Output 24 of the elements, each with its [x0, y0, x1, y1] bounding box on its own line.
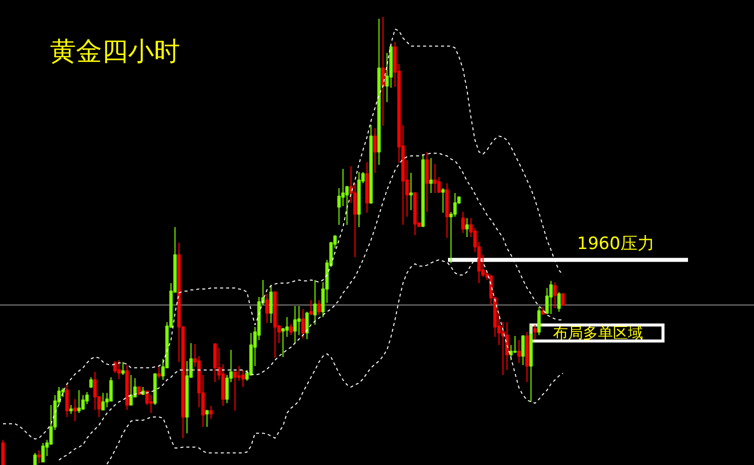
candlestick: [117, 360, 121, 380]
candlestick: [37, 450, 41, 464]
candlestick: [101, 392, 105, 410]
candlestick: [529, 324, 533, 402]
candlestick: [213, 342, 217, 383]
candlestick: [157, 366, 161, 379]
candlestick: [205, 409, 209, 428]
candlestick: [41, 442, 45, 462]
candlestick: [33, 452, 37, 465]
candlestick: [129, 374, 133, 406]
candlestick: [121, 361, 125, 376]
candlestick: [521, 334, 525, 366]
candlestick: [149, 394, 153, 414]
candlestick: [517, 340, 521, 364]
candlestick: [1, 439, 5, 465]
candlestick: [209, 405, 213, 420]
candlestick: [241, 370, 245, 388]
candlestick: [525, 331, 529, 383]
candlestick: [125, 364, 129, 410]
candlestick: [69, 404, 73, 414]
candlestick: [89, 376, 93, 388]
candlestick: [77, 390, 81, 414]
candlestick: [65, 384, 69, 418]
candlestick: [73, 398, 77, 422]
